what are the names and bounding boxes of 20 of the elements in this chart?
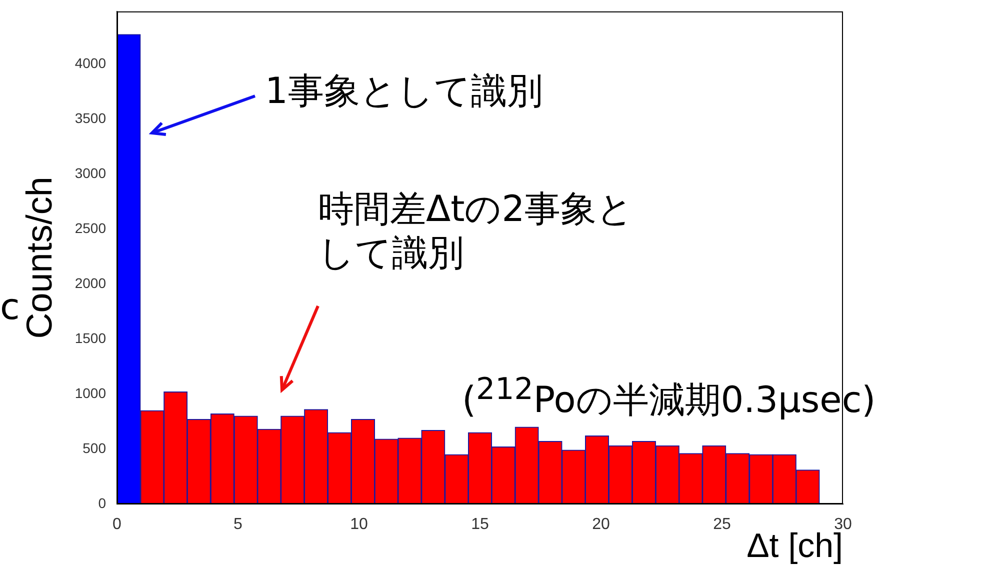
x-tick-label: 10: [350, 516, 368, 534]
y-tick-label: 1000: [74, 384, 106, 401]
x-tick-label: 30: [834, 516, 852, 534]
y-tick-label: 1500: [74, 330, 106, 346]
y-tick-label: 3500: [74, 110, 106, 126]
y-tick-label: 2000: [74, 274, 106, 291]
annotation: 時間差Δtの2事象として識別: [318, 188, 635, 276]
x-tick-label: 0: [112, 516, 122, 534]
annotation: 1事象として識別: [265, 70, 543, 114]
x-tick-label: 20: [592, 516, 610, 534]
text: c: [0, 286, 20, 330]
y-tick-label: 3000: [74, 164, 106, 181]
y-axis-title: Counts/ch: [18, 176, 60, 339]
x-tick-label: 5: [234, 516, 243, 534]
y-tick-label: 2500: [74, 220, 106, 236]
x-tick-label: 25: [713, 516, 731, 534]
y-tick-label: 0: [98, 494, 106, 511]
y-tick-label: 500: [82, 440, 106, 456]
x-tick-label: 15: [471, 516, 489, 534]
y-tick-label: 4000: [74, 55, 106, 72]
